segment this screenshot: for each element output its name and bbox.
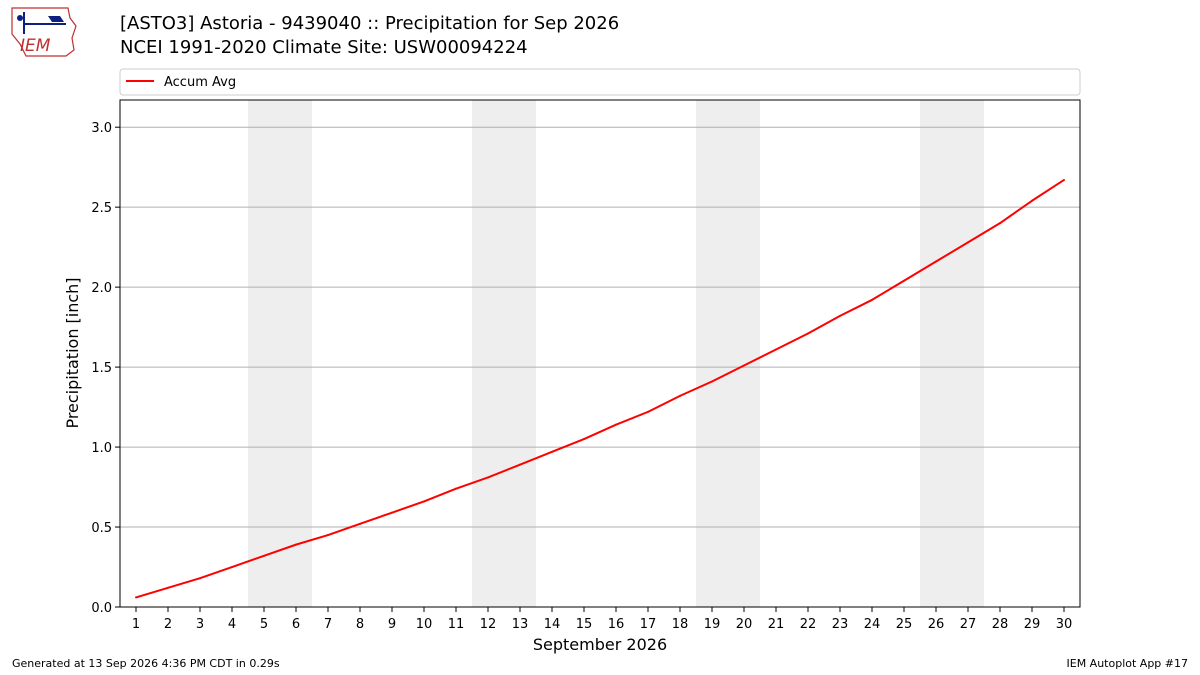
data-point xyxy=(423,500,425,503)
x-tick-label: 26 xyxy=(928,617,945,632)
x-tick-label: 6 xyxy=(292,617,300,632)
y-tick-label: 0.5 xyxy=(91,521,112,536)
x-tick-label: 1 xyxy=(132,617,140,632)
weekend-band-2 xyxy=(472,100,536,607)
x-tick-label: 30 xyxy=(1056,617,1073,632)
data-point xyxy=(327,534,329,537)
series-line-accum-avg xyxy=(135,179,1065,599)
data-point xyxy=(199,577,201,580)
y-tick-label: 0.0 xyxy=(91,601,112,616)
data-point xyxy=(583,438,585,441)
data-point xyxy=(551,450,553,453)
x-tick-label: 7 xyxy=(324,617,332,632)
y-tick-label: 2.5 xyxy=(91,201,112,216)
x-tick-label: 5 xyxy=(260,617,268,632)
x-tick-label: 28 xyxy=(992,617,1009,632)
data-point xyxy=(519,463,521,466)
y-axis-label: Precipitation [inch] xyxy=(63,277,82,428)
x-tick-label: 11 xyxy=(448,617,465,632)
data-point xyxy=(935,260,937,263)
y-tick-label: 1.5 xyxy=(91,361,112,376)
x-tick-label: 20 xyxy=(736,617,753,632)
data-point xyxy=(999,222,1001,225)
data-point xyxy=(647,410,649,413)
legend-box xyxy=(119,68,1081,96)
data-point xyxy=(1063,178,1065,181)
iem-logo: IEM xyxy=(11,7,77,57)
x-tick-label: 12 xyxy=(480,617,497,632)
x-tick-label: 17 xyxy=(640,617,657,632)
weekend-band-3 xyxy=(696,100,760,607)
data-point xyxy=(743,364,745,367)
x-tick-label: 14 xyxy=(544,617,561,632)
y-tick-label: 2.0 xyxy=(91,281,112,296)
x-tick-label: 10 xyxy=(416,617,433,632)
data-point xyxy=(615,423,617,426)
x-tick-label: 21 xyxy=(768,617,785,632)
legend: Accum Avg xyxy=(119,68,1081,96)
y-tick-label: 1.0 xyxy=(91,441,112,456)
x-tick-label: 3 xyxy=(196,617,204,632)
x-tick-label: 25 xyxy=(896,617,913,632)
plot-frame xyxy=(119,99,1081,608)
x-tick-label: 13 xyxy=(512,617,529,632)
x-tick-label: 22 xyxy=(800,617,817,632)
data-point xyxy=(871,298,873,301)
chart-title: [ASTO3] Astoria - 9439040 :: Precipitati… xyxy=(120,13,620,34)
data-point xyxy=(295,543,297,546)
x-tick-label: 24 xyxy=(864,617,881,632)
data-point xyxy=(1031,199,1033,202)
legend-label: Accum Avg xyxy=(164,75,236,90)
x-tick-label: 16 xyxy=(608,617,625,632)
data-point xyxy=(711,380,713,383)
data-point xyxy=(903,279,905,282)
x-tick-label: 4 xyxy=(228,617,236,632)
data-point xyxy=(263,554,265,557)
y-tick-label: 3.0 xyxy=(91,121,112,136)
weekend-band-1 xyxy=(248,100,312,607)
data-point xyxy=(839,314,841,317)
data-point xyxy=(359,522,361,525)
data-point xyxy=(679,394,681,397)
x-tick-label: 19 xyxy=(704,617,721,632)
x-tick-label: 29 xyxy=(1024,617,1041,632)
x-tick-label: 27 xyxy=(960,617,977,632)
data-point xyxy=(135,596,137,599)
data-point xyxy=(775,348,777,351)
data-point xyxy=(967,241,969,244)
x-tick-label: 8 xyxy=(356,617,364,632)
title-block: [ASTO3] Astoria - 9439040 :: Precipitati… xyxy=(120,12,619,60)
data-point xyxy=(455,487,457,490)
x-tick-label: 15 xyxy=(576,617,593,632)
data-point xyxy=(231,566,233,569)
data-point xyxy=(167,586,169,589)
x-tick-label: 18 xyxy=(672,617,689,632)
chart-subtitle: NCEI 1991-2020 Climate Site: USW00094224 xyxy=(120,37,528,58)
data-point xyxy=(391,511,393,514)
x-axis-label: September 2026 xyxy=(533,635,667,654)
logo-text: IEM xyxy=(20,36,51,56)
weather-vane-icon xyxy=(48,16,64,22)
generated-timestamp: Generated at 13 Sep 2026 4:36 PM CDT in … xyxy=(12,657,280,670)
weekend-band-4 xyxy=(920,100,984,607)
x-tick-label: 9 xyxy=(388,617,396,632)
app-credit: IEM Autoplot App #17 xyxy=(1066,657,1189,670)
x-tick-label: 23 xyxy=(832,617,849,632)
data-point xyxy=(487,476,489,479)
data-point xyxy=(807,332,809,335)
x-tick-label: 2 xyxy=(164,617,172,632)
